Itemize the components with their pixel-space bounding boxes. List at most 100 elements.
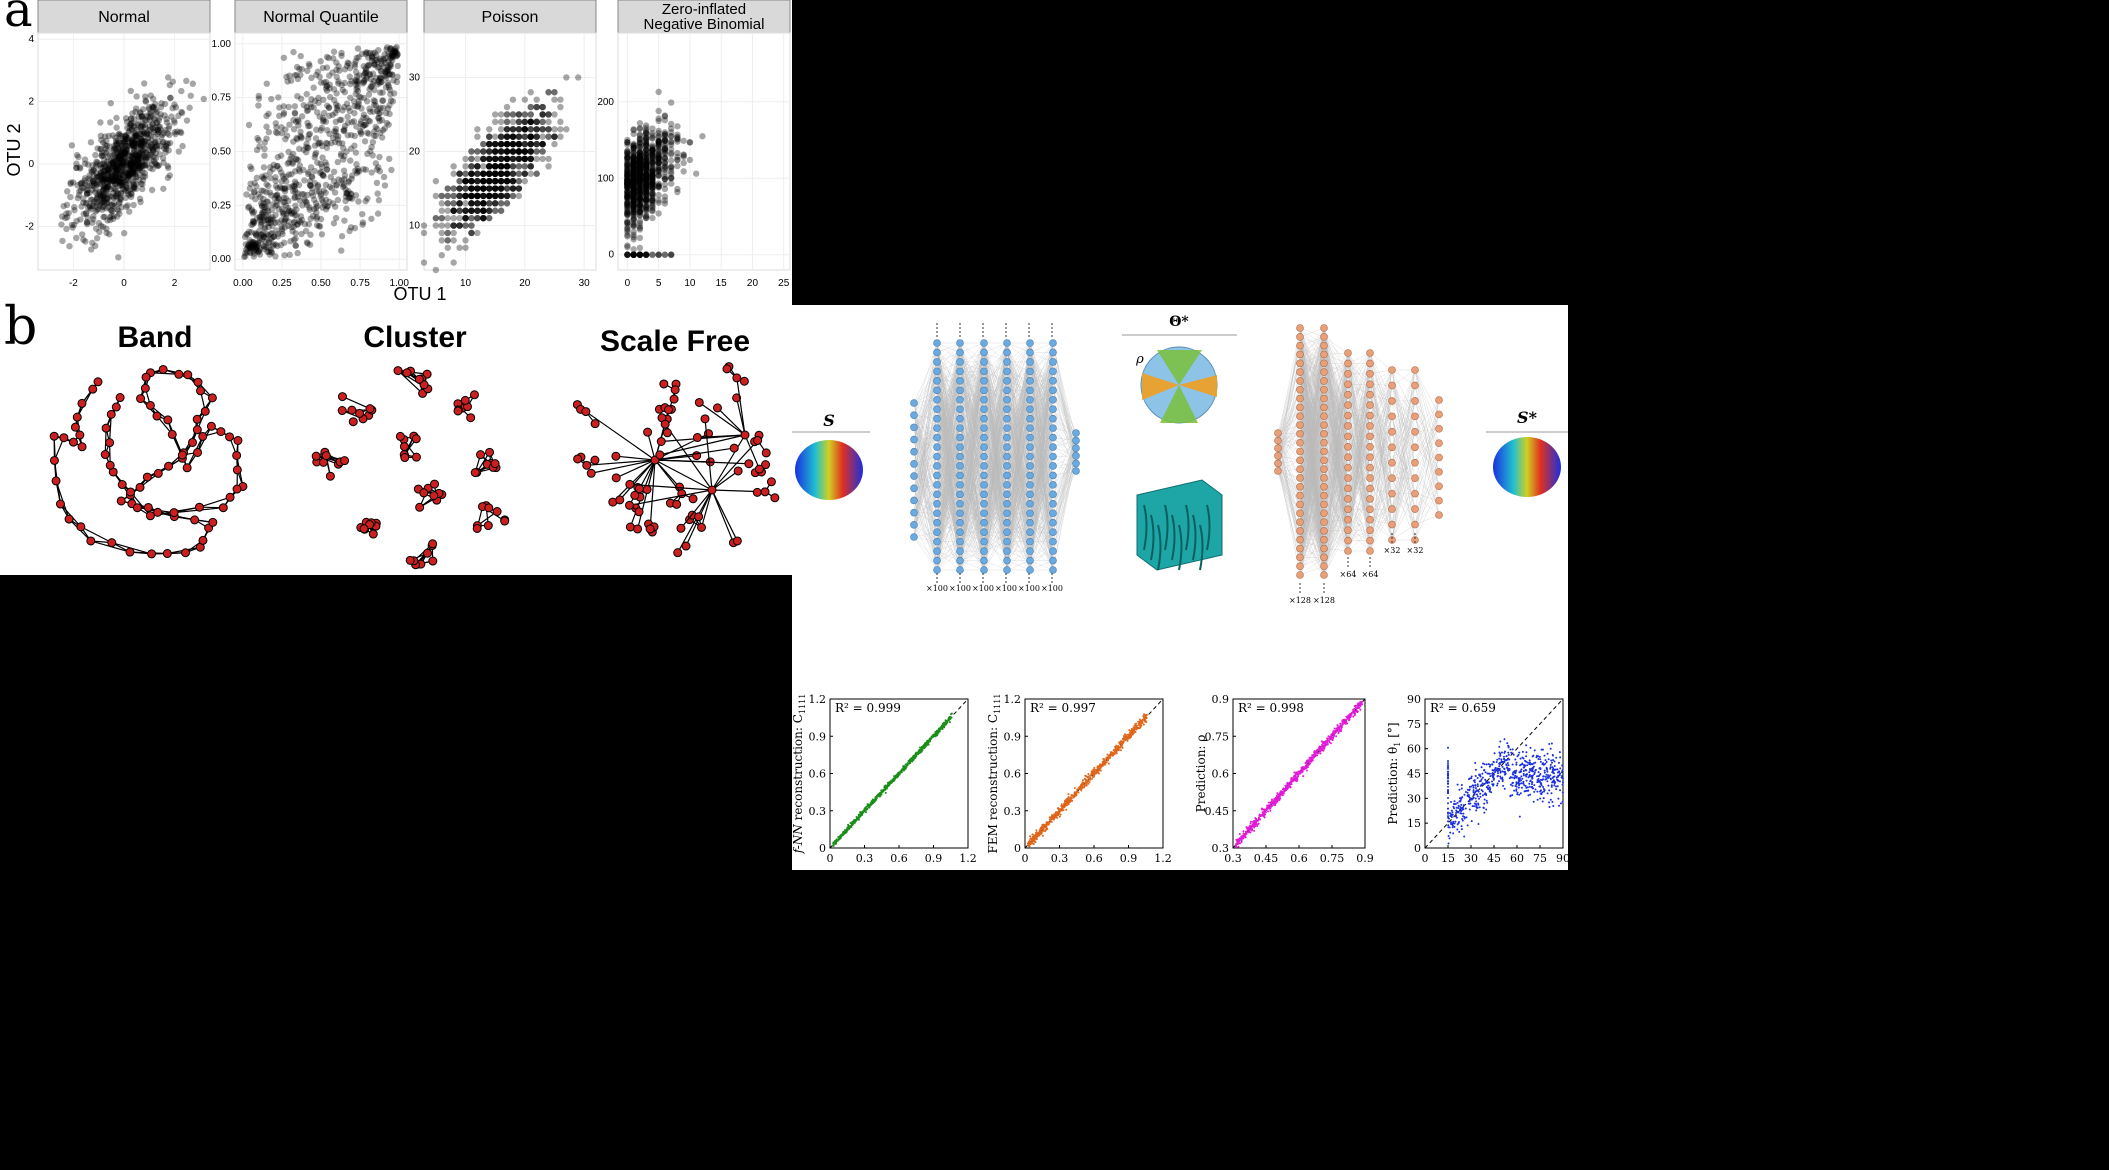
data-point (104, 160, 112, 168)
data-point (345, 188, 352, 195)
data-point (297, 71, 304, 79)
data-point (273, 124, 280, 131)
graph-node (164, 461, 174, 471)
data-point (280, 194, 288, 202)
data-point (96, 191, 104, 198)
data-point (129, 141, 136, 148)
data-point (480, 148, 487, 155)
data-point (117, 196, 124, 203)
data-point (120, 174, 127, 182)
data-point (147, 110, 154, 117)
data-point (311, 142, 319, 149)
data-point (134, 120, 142, 127)
graph-node (145, 400, 155, 410)
data-point (358, 50, 366, 58)
data-point (376, 89, 384, 96)
data-point (100, 194, 107, 201)
data-point (112, 192, 120, 199)
data-point (129, 168, 136, 175)
data-point (462, 170, 469, 177)
facet-title: Normal Quantile (263, 9, 379, 26)
data-point (302, 227, 310, 235)
data-point (315, 140, 322, 148)
data-point (149, 161, 156, 168)
data-point (274, 242, 281, 250)
data-point (132, 140, 139, 147)
data-point (123, 181, 130, 189)
data-point (78, 179, 86, 186)
data-point (127, 161, 135, 168)
data-point (290, 223, 298, 231)
data-point (539, 140, 546, 148)
data-point (142, 124, 149, 131)
data-point (393, 78, 401, 86)
data-point (655, 151, 662, 158)
data-point (117, 152, 124, 159)
data-point (262, 238, 269, 246)
data-point (254, 134, 261, 142)
data-point (99, 171, 107, 179)
data-point (100, 213, 107, 221)
data-point (341, 126, 348, 133)
data-point (377, 55, 384, 62)
data-point (444, 214, 451, 222)
data-point (104, 183, 111, 190)
data-point (267, 168, 274, 176)
graph-node (676, 523, 686, 533)
data-point (168, 113, 175, 120)
data-point (89, 178, 97, 185)
data-point (138, 139, 146, 147)
data-point (103, 142, 111, 150)
sphere-shape (1493, 437, 1561, 497)
data-point (313, 109, 321, 116)
data-point (354, 45, 362, 52)
data-point (77, 187, 84, 194)
data-point (352, 90, 359, 98)
data-point (369, 50, 377, 57)
data-point (480, 140, 487, 148)
data-point (121, 168, 129, 175)
data-point (456, 200, 463, 207)
data-point (243, 191, 250, 198)
data-point (365, 91, 373, 98)
data-point (699, 133, 706, 140)
data-point (100, 152, 107, 159)
data-point (348, 190, 355, 198)
data-point (491, 140, 499, 148)
data-point (101, 167, 108, 174)
data-point (122, 187, 129, 194)
data-point (385, 121, 392, 128)
data-point (380, 55, 387, 63)
data-point (131, 166, 138, 173)
data-point (491, 155, 499, 163)
data-point (667, 129, 675, 136)
data-point (152, 109, 160, 117)
data-point (388, 166, 395, 174)
data-point (630, 159, 637, 167)
data-point (252, 232, 260, 239)
graph-node (662, 428, 672, 438)
data-point (450, 229, 457, 237)
data-point (108, 172, 116, 179)
data-point (151, 144, 159, 151)
data-point (539, 126, 546, 133)
data-point (110, 189, 117, 197)
data-point (83, 190, 91, 197)
graph-node (430, 479, 440, 489)
data-point (115, 139, 123, 146)
data-point (249, 217, 257, 225)
x-tick-label: 0 (625, 278, 631, 289)
data-point (126, 191, 133, 199)
data-point (379, 97, 387, 104)
data-point (136, 164, 143, 172)
data-point (103, 171, 111, 179)
data-point (101, 175, 109, 182)
data-point (118, 171, 126, 179)
data-point (353, 86, 360, 93)
data-point (130, 149, 137, 157)
data-point (112, 169, 120, 176)
data-point (115, 207, 122, 214)
graph-node (142, 472, 152, 482)
data-point (367, 108, 374, 115)
graph-node (624, 500, 634, 510)
